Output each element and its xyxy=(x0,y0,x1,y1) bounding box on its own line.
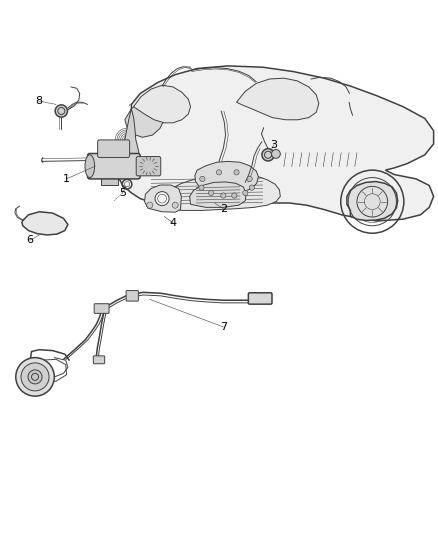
Circle shape xyxy=(140,157,157,175)
Circle shape xyxy=(234,169,239,175)
Polygon shape xyxy=(134,85,191,123)
Text: 8: 8 xyxy=(35,96,42,106)
Circle shape xyxy=(262,149,274,161)
FancyBboxPatch shape xyxy=(98,140,130,157)
Circle shape xyxy=(55,105,67,117)
Circle shape xyxy=(232,193,237,198)
Text: 2: 2 xyxy=(220,204,227,214)
Circle shape xyxy=(16,358,54,396)
Text: 7: 7 xyxy=(220,322,227,332)
Polygon shape xyxy=(101,177,118,185)
FancyBboxPatch shape xyxy=(94,304,109,313)
FancyBboxPatch shape xyxy=(93,356,105,364)
Circle shape xyxy=(221,193,226,198)
Circle shape xyxy=(216,169,222,175)
FancyBboxPatch shape xyxy=(88,154,140,179)
Circle shape xyxy=(249,185,254,190)
Polygon shape xyxy=(347,182,398,221)
Circle shape xyxy=(200,176,205,182)
Circle shape xyxy=(243,190,248,196)
Polygon shape xyxy=(147,174,280,211)
Polygon shape xyxy=(190,182,246,207)
Text: 3: 3 xyxy=(270,140,277,150)
Text: 4: 4 xyxy=(170,217,177,228)
Circle shape xyxy=(247,176,252,182)
Polygon shape xyxy=(145,185,181,212)
Text: 1: 1 xyxy=(63,174,70,184)
Circle shape xyxy=(28,370,42,384)
Circle shape xyxy=(208,190,214,196)
FancyBboxPatch shape xyxy=(136,157,161,176)
Circle shape xyxy=(21,363,49,391)
Text: 6: 6 xyxy=(26,235,33,245)
Circle shape xyxy=(155,191,169,206)
Polygon shape xyxy=(125,99,166,138)
FancyBboxPatch shape xyxy=(248,293,272,304)
Polygon shape xyxy=(195,161,258,195)
Polygon shape xyxy=(237,78,319,120)
Ellipse shape xyxy=(85,155,95,177)
Polygon shape xyxy=(116,109,141,169)
Circle shape xyxy=(172,202,178,208)
Polygon shape xyxy=(22,212,68,235)
Polygon shape xyxy=(118,66,434,221)
Circle shape xyxy=(147,202,153,208)
FancyBboxPatch shape xyxy=(126,290,138,301)
Text: 5: 5 xyxy=(119,188,126,198)
Circle shape xyxy=(272,150,280,158)
Circle shape xyxy=(199,185,204,190)
